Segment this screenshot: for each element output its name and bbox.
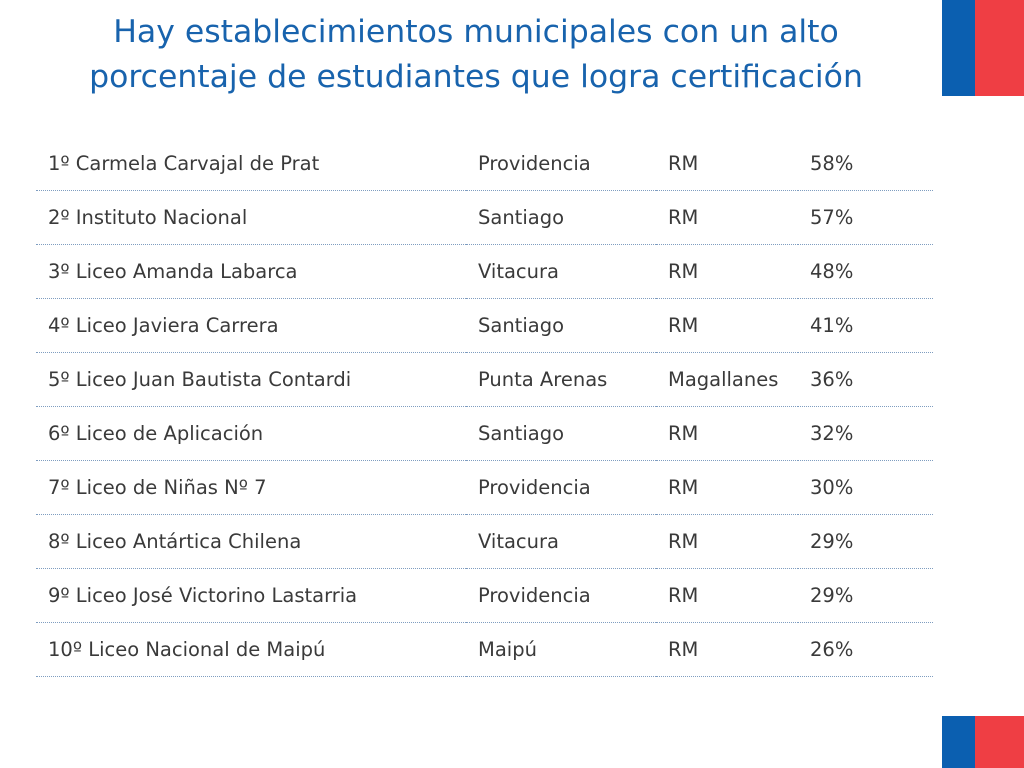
- school-name: 1º Carmela Carvajal de Prat: [36, 137, 466, 191]
- comuna: Maipú: [466, 622, 656, 677]
- table-row: 4º Liceo Javiera Carrera Santiago RM 41%: [36, 298, 933, 353]
- flag-blue-stripe: [942, 716, 975, 768]
- comuna: Santiago: [466, 298, 656, 353]
- school-ranking-table: 1º Carmela Carvajal de Prat Providencia …: [36, 137, 933, 677]
- school-name: 2º Instituto Nacional: [36, 190, 466, 245]
- table-row: 9º Liceo José Victorino Lastarria Provid…: [36, 568, 933, 623]
- flag-blue-stripe: [942, 0, 975, 96]
- school-name: 8º Liceo Antártica Chilena: [36, 514, 466, 569]
- comuna: Vitacura: [466, 514, 656, 569]
- certification-percent: 57%: [798, 190, 933, 245]
- slide-title-line-1: Hay establecimientos municipales con un …: [113, 14, 839, 50]
- region: RM: [656, 568, 798, 623]
- table-row: 3º Liceo Amanda Labarca Vitacura RM 48%: [36, 244, 933, 299]
- certification-percent: 36%: [798, 352, 933, 407]
- certification-percent: 48%: [798, 244, 933, 299]
- comuna: Vitacura: [466, 244, 656, 299]
- certification-percent: 29%: [798, 514, 933, 569]
- region: RM: [656, 406, 798, 461]
- region: RM: [656, 190, 798, 245]
- region: RM: [656, 137, 798, 191]
- table-row: 2º Instituto Nacional Santiago RM 57%: [36, 190, 933, 245]
- flag-decoration-top: [942, 0, 1024, 96]
- certification-percent: 26%: [798, 622, 933, 677]
- comuna: Providencia: [466, 460, 656, 515]
- school-name: 7º Liceo de Niñas Nº 7: [36, 460, 466, 515]
- region: RM: [656, 622, 798, 677]
- region: Magallanes: [656, 352, 798, 407]
- certification-percent: 58%: [798, 137, 933, 191]
- slide-title: Hay establecimientos municipales con un …: [36, 10, 916, 100]
- region: RM: [656, 460, 798, 515]
- slide-title-line-2: porcentaje de estudiantes que logra cert…: [89, 59, 863, 95]
- school-name: 5º Liceo Juan Bautista Contardi: [36, 352, 466, 407]
- comuna: Santiago: [466, 406, 656, 461]
- region: RM: [656, 298, 798, 353]
- table-row: 6º Liceo de Aplicación Santiago RM 32%: [36, 406, 933, 461]
- table-row: 7º Liceo de Niñas Nº 7 Providencia RM 30…: [36, 460, 933, 515]
- region: RM: [656, 514, 798, 569]
- table-row: 1º Carmela Carvajal de Prat Providencia …: [36, 137, 933, 191]
- region: RM: [656, 244, 798, 299]
- certification-percent: 32%: [798, 406, 933, 461]
- certification-percent: 29%: [798, 568, 933, 623]
- flag-decoration-bottom: [942, 716, 1024, 768]
- comuna: Providencia: [466, 137, 656, 191]
- comuna: Santiago: [466, 190, 656, 245]
- flag-red-stripe: [975, 716, 1024, 768]
- school-name: 3º Liceo Amanda Labarca: [36, 244, 466, 299]
- school-name: 4º Liceo Javiera Carrera: [36, 298, 466, 353]
- school-name: 6º Liceo de Aplicación: [36, 406, 466, 461]
- certification-percent: 30%: [798, 460, 933, 515]
- table-row: 10º Liceo Nacional de Maipú Maipú RM 26%: [36, 622, 933, 677]
- flag-red-stripe: [975, 0, 1024, 96]
- table-row: 8º Liceo Antártica Chilena Vitacura RM 2…: [36, 514, 933, 569]
- school-name: 10º Liceo Nacional de Maipú: [36, 622, 466, 677]
- certification-percent: 41%: [798, 298, 933, 353]
- comuna: Punta Arenas: [466, 352, 656, 407]
- table-row: 5º Liceo Juan Bautista Contardi Punta Ar…: [36, 352, 933, 407]
- comuna: Providencia: [466, 568, 656, 623]
- school-name: 9º Liceo José Victorino Lastarria: [36, 568, 466, 623]
